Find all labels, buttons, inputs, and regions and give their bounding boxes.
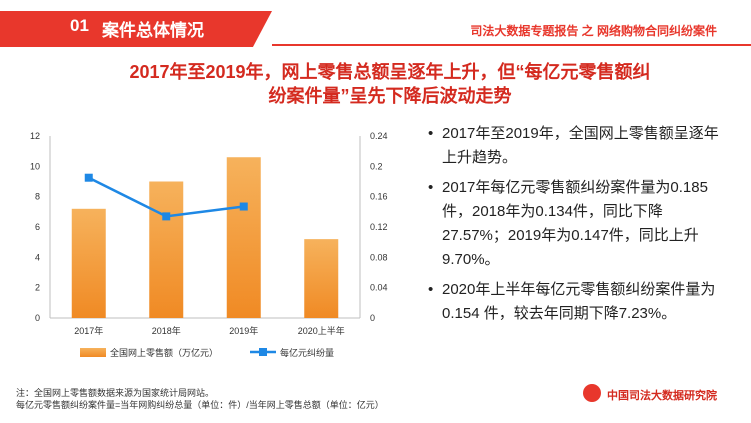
y-right-tick-label: 0.04 bbox=[370, 283, 388, 293]
bullet-text: 2020年上半年每亿元零售额纠纷案件量为 0.154 件，较去年同期下降7.23… bbox=[442, 281, 716, 322]
bar bbox=[71, 208, 106, 318]
bullet-text: 2017年每亿元零售额纠纷案件量为0.185件，2018年为0.134件，同比下… bbox=[442, 179, 708, 268]
y-left-tick-label: 6 bbox=[35, 222, 40, 232]
page-headline: 2017年至2019年，网上零售总额呈逐年上升，但“每亿元零售额纠 纷案件量”呈… bbox=[60, 60, 720, 108]
y-right-tick-label: 0.12 bbox=[370, 222, 388, 232]
bar bbox=[149, 181, 184, 318]
bar bbox=[226, 157, 261, 318]
chart-container: 0 2 4 6 8 10 12 0 0.04 0.08 0.12 0.16 0.2 0.24 2017年 20… bbox=[0, 122, 420, 372]
bullet-item: • 2017年每亿元零售额纠纷案件量为0.185件，2018年为0.134件，同… bbox=[428, 176, 728, 272]
section-number: 01 bbox=[70, 16, 89, 35]
y-right-tick-label: 0 bbox=[370, 313, 375, 323]
bullet-text: 2017年至2019年，全国网上零售额呈逐年上升趋势。 bbox=[442, 125, 719, 166]
y-left-tick-label: 2 bbox=[35, 283, 40, 293]
y-right-tick-label: 0.2 bbox=[370, 161, 383, 171]
footnote: 注：全国网上零售额数据来源为国家统计局网站。 每亿元零售额纠纷案件量=当年网购纠… bbox=[16, 387, 384, 411]
line-point bbox=[84, 173, 93, 182]
bullet-marker: • bbox=[428, 179, 434, 196]
section-tab bbox=[0, 11, 272, 47]
headline-line-1: 2017年至2019年，网上零售总额呈逐年上升，但“每亿元零售额纠 bbox=[129, 62, 651, 82]
court-emblem-icon bbox=[583, 384, 601, 402]
bullet-list: • 2017年至2019年，全国网上零售额呈逐年上升趋势。 • 2017年每亿元… bbox=[428, 122, 728, 332]
legend-bar-label: 全国网上零售额（万亿元） bbox=[110, 347, 218, 358]
section-title: 案件总体情况 bbox=[102, 21, 204, 40]
headline-line-2: 纷案件量”呈先下降后波动走势 bbox=[268, 86, 512, 106]
bar bbox=[304, 239, 339, 318]
y-right-tick-label: 0.24 bbox=[370, 131, 388, 141]
y-left-tick-label: 0 bbox=[35, 313, 40, 323]
logo-text: 中国司法大数据研究院 bbox=[607, 390, 717, 402]
y-left-tick-label: 8 bbox=[35, 192, 40, 202]
header-divider bbox=[272, 44, 751, 46]
bullet-item: • 2017年至2019年，全国网上零售额呈逐年上升趋势。 bbox=[428, 122, 728, 170]
line-point bbox=[239, 202, 248, 211]
y-right-tick-label: 0.16 bbox=[370, 192, 388, 202]
org-logo: 中国司法大数据研究院 bbox=[583, 384, 733, 406]
x-tick-label: 2020上半年 bbox=[298, 325, 345, 336]
legend-bar-swatch bbox=[80, 348, 106, 357]
x-tick-label: 2019年 bbox=[229, 325, 258, 336]
bullet-marker: • bbox=[428, 125, 434, 142]
y-left-tick-label: 4 bbox=[35, 252, 40, 262]
bullet-item: • 2020年上半年每亿元零售额纠纷案件量为 0.154 件，较去年同期下降7.… bbox=[428, 278, 728, 326]
bullet-marker: • bbox=[428, 281, 434, 298]
report-title: 司法大数据专题报告 之 网络购物合同纠纷案件 bbox=[470, 24, 717, 38]
footnote-line-1: 注：全国网上零售额数据来源为国家统计局网站。 bbox=[16, 388, 215, 398]
y-left-tick-label: 12 bbox=[30, 131, 40, 141]
y-left-tick-label: 10 bbox=[30, 161, 40, 171]
line-point bbox=[162, 212, 171, 221]
combo-chart: 0 2 4 6 8 10 12 0 0.04 0.08 0.12 0.16 0.2 0.24 2017年 20… bbox=[30, 131, 388, 358]
legend-line-marker bbox=[259, 348, 267, 356]
footnote-line-2: 每亿元零售额纠纷案件量=当年网购纠纷总量（单位：件）/当年网上零售总额（单位：亿… bbox=[16, 400, 384, 410]
legend-line-label: 每亿元纠纷量 bbox=[280, 347, 334, 358]
y-right-tick-label: 0.08 bbox=[370, 252, 388, 262]
x-tick-label: 2017年 bbox=[74, 325, 103, 336]
x-tick-label: 2018年 bbox=[152, 325, 181, 336]
